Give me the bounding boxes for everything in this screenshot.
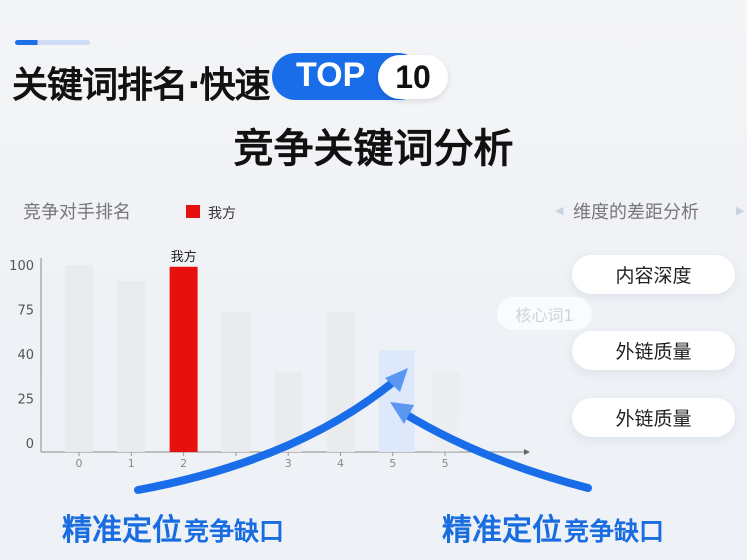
caption-main: 精准定位 bbox=[62, 513, 182, 548]
faint-keyword-pill: 核心词1 bbox=[497, 297, 592, 330]
page-subtitle: 竞争关键词分析 bbox=[233, 126, 514, 172]
bar bbox=[117, 281, 146, 452]
triangle-left-icon: ◀ bbox=[555, 204, 564, 217]
chart-section-title: 竞争对手排名 bbox=[23, 202, 131, 223]
y-tick-label: 75 bbox=[17, 304, 34, 319]
bar bbox=[65, 265, 93, 452]
dimension-pill: 外链质量 bbox=[572, 331, 735, 370]
page-title: 关键词排名·快速 bbox=[12, 65, 271, 106]
bar bbox=[221, 312, 250, 452]
top-badge-label: TOP bbox=[296, 56, 366, 94]
bar bbox=[169, 266, 198, 452]
caption-sub: 竞争缺口 bbox=[564, 517, 665, 546]
bottom-caption-right: 精准定位竞争缺口 bbox=[442, 505, 664, 549]
bar-data-label: 我方 bbox=[171, 249, 197, 265]
x-tick-label: 4 bbox=[337, 457, 344, 470]
x-tick-label: 1 bbox=[128, 457, 135, 470]
top-number-badge: 10 bbox=[378, 55, 448, 99]
arrowhead-icon bbox=[390, 402, 414, 424]
x-axis-arrow-icon bbox=[524, 449, 530, 455]
triangle-right-icon: ▶ bbox=[736, 204, 745, 217]
bar bbox=[378, 350, 415, 452]
arrow-right-curve bbox=[398, 408, 592, 492]
accent-bar bbox=[15, 40, 90, 45]
bar bbox=[326, 312, 355, 452]
x-tick-label: 2 bbox=[180, 457, 187, 470]
dimension-pill: 外链质量 bbox=[572, 398, 735, 437]
y-tick-label: 100 bbox=[9, 259, 34, 274]
caption-sub: 竞争缺口 bbox=[184, 517, 285, 546]
y-tick-label: 40 bbox=[17, 348, 34, 363]
arrow-left-curve bbox=[134, 374, 402, 494]
dimension-section-title: 维度的差距分析 bbox=[573, 202, 699, 223]
arrowhead-icon bbox=[385, 368, 408, 392]
dimension-pill: 内容深度 bbox=[572, 255, 735, 294]
x-tick-label: 3 bbox=[285, 457, 292, 470]
legend-swatch bbox=[186, 205, 200, 218]
bottom-caption-left: 精准定位竞争缺口 bbox=[62, 505, 284, 549]
x-tick-label: 0 bbox=[76, 457, 83, 470]
y-tick-label: 0 bbox=[26, 437, 34, 452]
y-tick-label: 25 bbox=[17, 393, 34, 408]
legend-label: 我方 bbox=[208, 206, 236, 222]
caption-main: 精准定位 bbox=[442, 513, 562, 548]
x-tick-label: 5 bbox=[442, 457, 449, 470]
x-tick-label: 5 bbox=[389, 457, 396, 470]
